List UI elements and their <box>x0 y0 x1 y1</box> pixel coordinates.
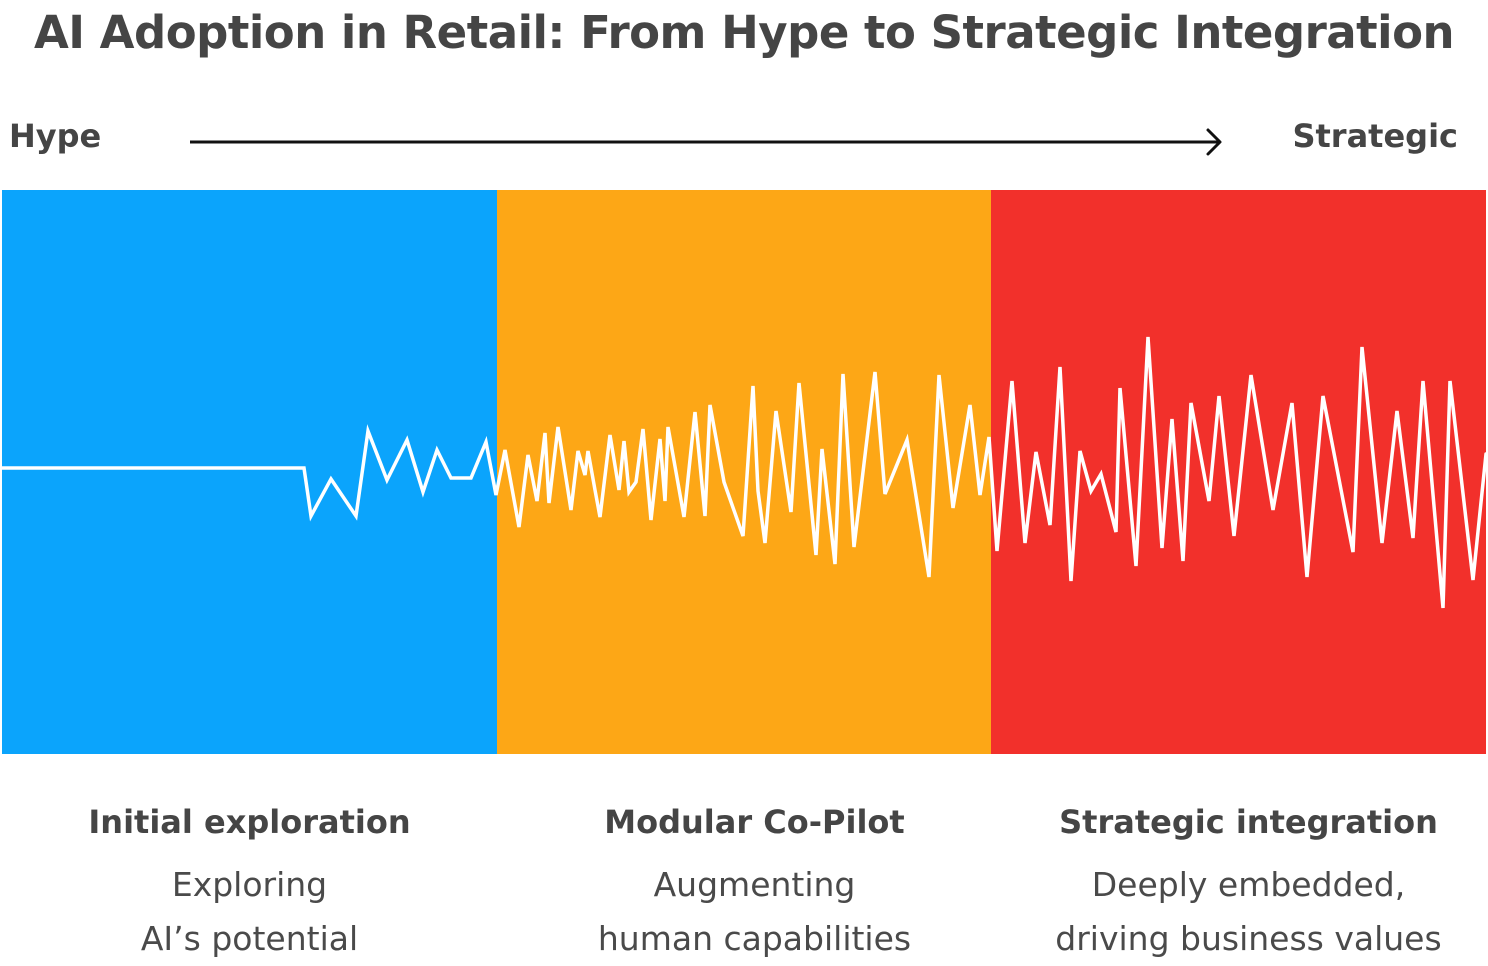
stage-title: Modular Co-Pilot <box>604 803 905 841</box>
stage-title: Initial exploration <box>88 803 411 841</box>
stage-description-line: driving business values <box>1055 919 1442 958</box>
stage-description-line: AI’s potential <box>140 919 359 958</box>
progress-arrow <box>190 128 1222 156</box>
stage-title: Strategic integration <box>1059 803 1438 841</box>
diagram-title: AI Adoption in Retail: From Hype to Stra… <box>33 6 1455 59</box>
hype-label: Hype <box>9 117 102 155</box>
signal-waveform <box>2 336 1486 609</box>
stage-description-line: Exploring <box>171 865 328 904</box>
strategic-label: Strategic <box>1292 117 1458 155</box>
stage-description-line: Deeply embedded, <box>1091 865 1406 904</box>
stage-block-copilot <box>497 190 991 754</box>
stage-band <box>2 190 1486 754</box>
stage-description: Augmenting human capabilities <box>507 858 1002 966</box>
stage-description-line: human capabilities <box>597 919 912 958</box>
stage-description: Deeply embedded, driving business values <box>1001 858 1488 966</box>
stage-caption-copilot: Modular Co-Pilot Augmenting human capabi… <box>507 800 1002 966</box>
stage-description: Exploring AI’s potential <box>2 858 497 966</box>
stage-caption-integration: Strategic integration Deeply embedded, d… <box>1001 800 1488 966</box>
stage-description-line: Augmenting <box>653 865 856 904</box>
stage-block-initial <box>2 190 497 754</box>
stage-caption-initial: Initial exploration Exploring AI’s poten… <box>2 800 497 966</box>
